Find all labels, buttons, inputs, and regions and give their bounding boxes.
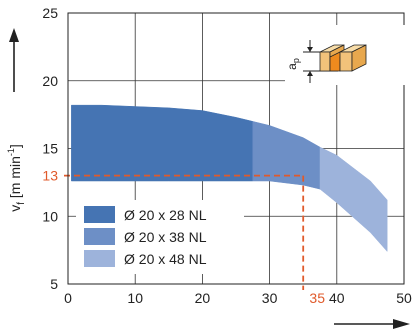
inset-block-left-front [319, 51, 331, 72]
reference-x-label: 35 [309, 290, 325, 306]
reference-lines [64, 174, 305, 290]
y-axis-title: vf [m min-1] [6, 28, 27, 212]
y-tick-label: 5 [50, 276, 58, 292]
inset-label-p: p [291, 58, 301, 63]
inset-block-right-side [351, 44, 367, 72]
legend-label-38nl: Ø 20 x 38 NL [124, 229, 207, 245]
y-axis-unit-exp: -1 [6, 148, 16, 156]
legend-swatch-38nl [84, 228, 115, 245]
y-axis-symbol: v [7, 205, 23, 212]
legend-swatch-48nl [84, 250, 115, 267]
y-axis-unit-close: ] [7, 144, 23, 148]
x-tick-label: 30 [262, 290, 278, 306]
inset-dim-arrowhead-up [307, 47, 313, 52]
x-axis-arrow-head [393, 319, 410, 329]
tool-inset: ap [285, 25, 405, 85]
x-tick-label: 20 [195, 290, 211, 306]
x-tick-label: 10 [127, 290, 143, 306]
y-axis-symbol-sub: f [16, 202, 27, 205]
legend-swatch-28nl [84, 206, 115, 223]
y-tick-label: 10 [42, 208, 58, 224]
x-tick-label: 0 [64, 290, 72, 306]
legend: Ø 20 x 28 NL Ø 20 x 38 NL Ø 20 x 48 NL [76, 200, 244, 274]
y-axis-arrow-head [9, 28, 19, 42]
band-series-2 [319, 146, 388, 253]
legend-label-28nl: Ø 20 x 28 NL [124, 207, 207, 223]
band-series-0 [71, 104, 254, 182]
band-series-1 [252, 121, 321, 190]
x-tick-label: 40 [329, 290, 345, 306]
tick-labels: 0 10 20 30 40 50 5 10 15 20 25 [42, 5, 412, 306]
bands [71, 104, 388, 253]
y-axis-title-text: vf [m min-1] [6, 144, 27, 212]
y-axis-unit: [m min [7, 156, 23, 202]
plot-frame [67, 12, 405, 285]
x-axis-arrow [334, 319, 410, 329]
y-tick-label: 20 [42, 73, 58, 89]
y-tick-label: 25 [42, 5, 58, 21]
legend-label-48nl: Ø 20 x 48 NL [124, 251, 207, 267]
x-tick-label: 50 [396, 290, 412, 306]
inset-label-a: a [285, 63, 299, 70]
reference-y-label: 13 [42, 168, 58, 184]
inset-dim-arrowhead-down [307, 71, 313, 76]
inset-label-ap: ap [285, 58, 301, 70]
y-tick-label: 15 [42, 141, 58, 157]
inset-block-right-front [339, 51, 353, 72]
